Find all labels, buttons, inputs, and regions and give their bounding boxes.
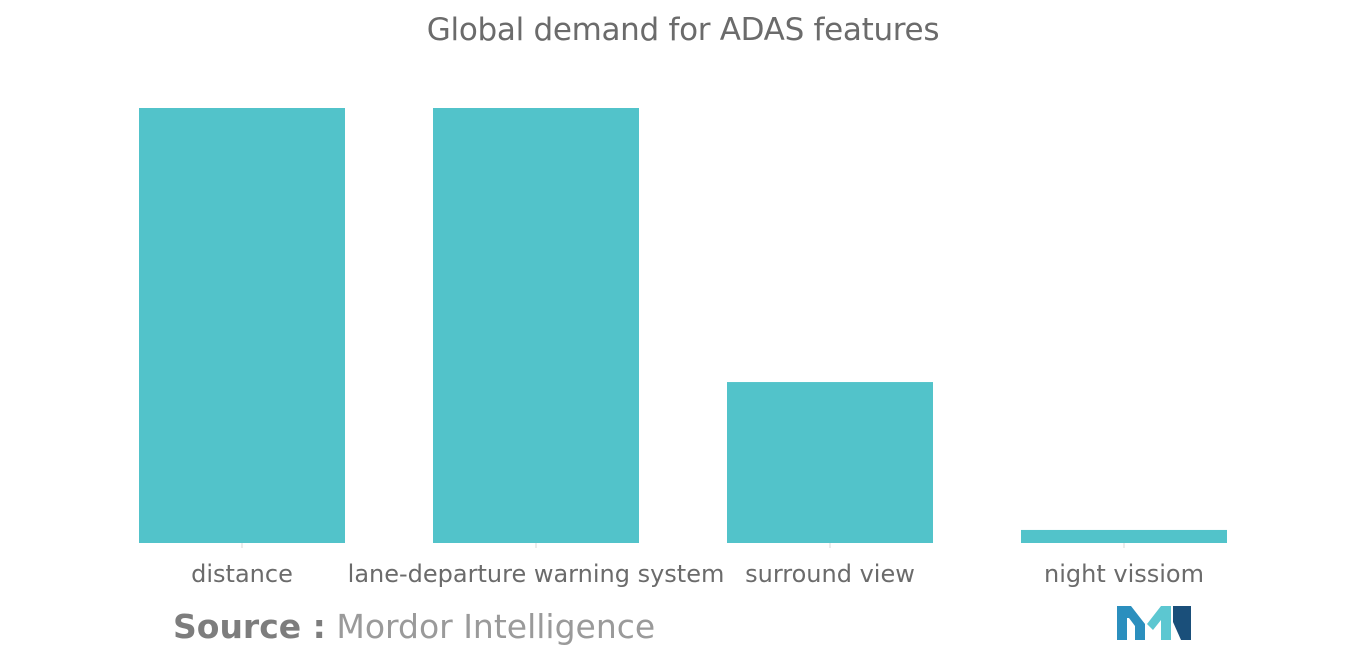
mordor-intelligence-logo xyxy=(1117,606,1191,640)
bar-0 xyxy=(139,108,345,543)
chart-title: Global demand for ADAS features xyxy=(426,12,940,48)
bar-3 xyxy=(1021,529,1227,543)
x-tick-label-0: distance xyxy=(191,560,293,588)
bar-chart: distance lane-departure warning system sur… xyxy=(139,108,1227,588)
logo-left-stroke xyxy=(1117,606,1145,640)
x-tick-label-2: surround view xyxy=(745,560,915,588)
bar-2 xyxy=(727,382,933,543)
x-tick-label-1: lane-departure warning system xyxy=(348,560,725,588)
logo-middle-stroke xyxy=(1147,606,1171,640)
source-value: Mordor Intelligence xyxy=(336,607,656,646)
source-label: Source : xyxy=(173,607,326,646)
x-tick-label-3: night vissiom xyxy=(1044,560,1204,588)
bar-1 xyxy=(433,108,639,543)
source-note: Source : Mordor Intelligence xyxy=(173,607,655,646)
logo-right-stroke xyxy=(1173,606,1191,640)
